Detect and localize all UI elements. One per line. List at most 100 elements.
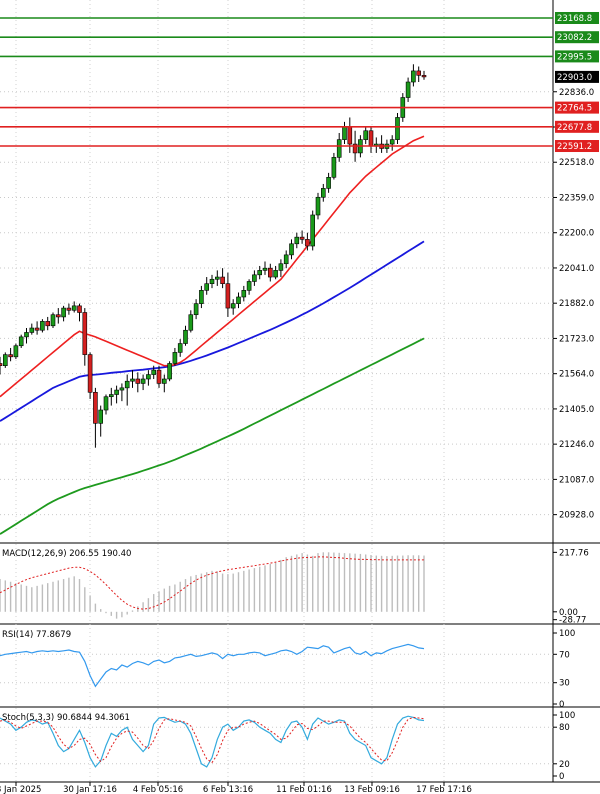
bull-candle bbox=[18, 336, 24, 347]
bull-candle bbox=[315, 196, 321, 216]
x-tick-label: 28 Jan 2025 bbox=[0, 785, 41, 794]
bull-candle bbox=[273, 270, 278, 278]
level-tag bbox=[555, 31, 599, 44]
rsi-panel bbox=[0, 626, 553, 707]
bull-candle bbox=[103, 396, 109, 411]
bull-candle bbox=[389, 139, 395, 145]
bull-candle bbox=[71, 305, 77, 311]
y-tick-label: 22359.0 bbox=[559, 193, 594, 203]
macd-y-tick-label: -28.77 bbox=[559, 616, 586, 626]
macd-y-tick-label: 0.00 bbox=[559, 608, 578, 618]
x-tick-label: 13 Feb 09:16 bbox=[344, 785, 400, 794]
bull-candle bbox=[246, 281, 252, 291]
y-tick-label: 21246.0 bbox=[559, 440, 594, 450]
stoch-panel bbox=[0, 709, 553, 782]
bull-candle bbox=[29, 327, 35, 333]
bear-candle bbox=[66, 307, 72, 311]
current-price-label: 22903.0 bbox=[557, 73, 592, 83]
rsi-y-tick-label: 30 bbox=[559, 679, 570, 689]
level-tag-label: 23082.2 bbox=[557, 33, 592, 43]
bull-candle bbox=[109, 394, 114, 398]
bear-candle bbox=[421, 75, 427, 78]
rsi-label: RSI(14) 77.8679 bbox=[2, 630, 71, 640]
bull-candle bbox=[130, 378, 135, 382]
bull-candle bbox=[199, 290, 204, 304]
bull-candle bbox=[411, 70, 416, 83]
bull-candle bbox=[342, 126, 347, 140]
bull-candle bbox=[320, 188, 326, 198]
current-price-tag bbox=[555, 70, 599, 83]
level-tag-label: 22764.5 bbox=[557, 104, 592, 114]
bear-candle bbox=[34, 327, 40, 331]
ma-mid-line bbox=[0, 240, 425, 422]
rsi-y-tick-label: 0 bbox=[559, 700, 564, 710]
bull-candle bbox=[363, 130, 369, 140]
bear-candle bbox=[225, 283, 231, 309]
bear-candle bbox=[352, 143, 358, 154]
bear-candle bbox=[416, 70, 422, 76]
stoch-y-tick-label: 80 bbox=[559, 723, 570, 733]
bull-candle bbox=[405, 81, 411, 98]
bull-candle bbox=[257, 270, 263, 276]
bear-candle bbox=[368, 130, 374, 147]
y-tick-label: 22200.0 bbox=[559, 229, 594, 239]
bear-candle bbox=[77, 305, 82, 313]
stoch-label: Stoch(5,3,3) 90.6844 94.3061 bbox=[2, 713, 130, 723]
ma-fast-line bbox=[0, 135, 425, 398]
macd-y-tick-label: 217.76 bbox=[559, 548, 589, 558]
y-tick-label: 21564.0 bbox=[559, 370, 594, 380]
level-tag bbox=[555, 140, 599, 153]
bull-candle bbox=[2, 354, 8, 366]
level-tag-label: 22995.5 bbox=[557, 52, 592, 62]
stoch-y-tick-label: 20 bbox=[559, 760, 570, 770]
bull-candle bbox=[230, 303, 236, 309]
y-tick-label: 21723.0 bbox=[559, 334, 594, 344]
stoch-d-line bbox=[0, 716, 425, 764]
level-tag bbox=[555, 50, 599, 63]
macd-signal-line bbox=[0, 556, 424, 610]
x-tick-label: 30 Jan 17:16 bbox=[63, 785, 117, 794]
y-tick-label: 21087.0 bbox=[559, 475, 594, 485]
stoch-y-tick-label: 0 bbox=[559, 772, 564, 782]
y-tick-label: 21405.0 bbox=[559, 405, 594, 415]
bull-candle bbox=[188, 314, 194, 331]
bull-candle bbox=[336, 139, 342, 158]
bull-candle bbox=[278, 263, 284, 271]
x-tick-label: 17 Feb 17:16 bbox=[416, 785, 472, 794]
bull-candle bbox=[140, 378, 146, 384]
bear-candle bbox=[156, 369, 162, 384]
bull-candle bbox=[289, 243, 294, 256]
bull-candle bbox=[24, 332, 29, 338]
x-tick-label: 4 Feb 05:16 bbox=[133, 785, 183, 794]
level-tag-label: 22591.2 bbox=[557, 142, 592, 152]
rsi-line bbox=[0, 643, 425, 688]
macd-label: MACD(12,26,9) 206.55 190.40 bbox=[2, 549, 131, 559]
stoch-k-line bbox=[0, 715, 425, 768]
bear-candle bbox=[45, 321, 51, 327]
y-tick-label: 22836.0 bbox=[559, 88, 594, 98]
y-tick-label: 21882.0 bbox=[559, 299, 594, 309]
level-tag-label: 22677.8 bbox=[557, 123, 592, 133]
bull-candle bbox=[119, 387, 125, 391]
macd-panel bbox=[0, 545, 553, 624]
bull-candle bbox=[124, 380, 130, 389]
bull-candle bbox=[262, 267, 268, 271]
rsi-y-tick-label: 100 bbox=[559, 629, 575, 639]
bull-candle bbox=[162, 378, 167, 384]
bull-candle bbox=[98, 409, 103, 424]
bull-candle bbox=[167, 363, 172, 380]
y-tick-label: 22041.0 bbox=[559, 264, 594, 274]
bear-candle bbox=[0, 363, 3, 366]
bear-candle bbox=[82, 312, 88, 355]
bull-candle bbox=[177, 343, 183, 353]
bull-candle bbox=[215, 276, 220, 280]
bear-candle bbox=[135, 378, 141, 384]
bull-candle bbox=[236, 296, 241, 304]
x-tick-label: 6 Feb 13:16 bbox=[203, 785, 253, 794]
bull-candle bbox=[283, 254, 289, 265]
ma-slow-line bbox=[0, 337, 425, 535]
bull-candle bbox=[204, 283, 209, 291]
level-tag-label: 23168.8 bbox=[557, 14, 592, 24]
bull-candle bbox=[193, 303, 199, 316]
